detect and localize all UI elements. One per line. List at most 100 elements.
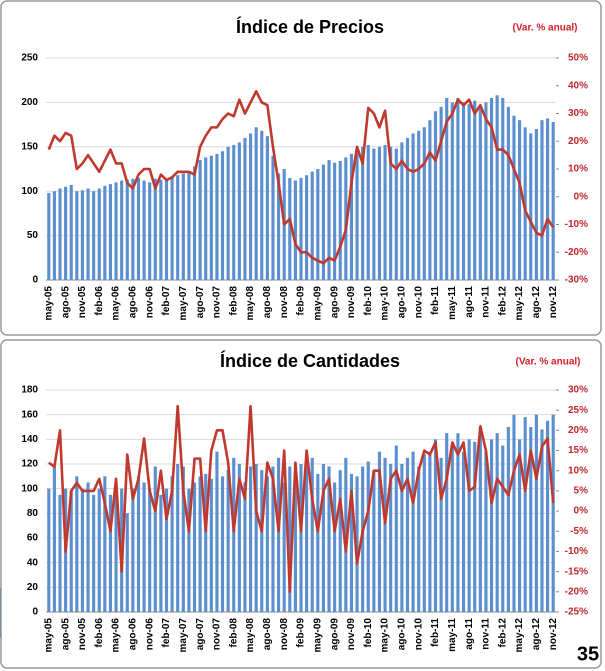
x-tick-label: may-12 (514, 618, 525, 653)
bar (428, 451, 432, 612)
x-tick-label: may-09 (312, 618, 323, 653)
y2-tick-label: 0% (574, 506, 589, 517)
y2-tick-label: -30% (565, 275, 588, 286)
bar (148, 488, 152, 612)
bar (518, 439, 522, 612)
bar (473, 441, 477, 612)
x-tick-label: may-12 (514, 286, 525, 321)
bar (405, 457, 410, 612)
bar (243, 482, 247, 612)
bar (383, 145, 387, 280)
x-tick-label: feb-07 (161, 618, 172, 648)
y2-tick-label: -10% (565, 219, 588, 230)
bar (86, 482, 90, 612)
bar (518, 120, 522, 280)
x-tick-label: ago-11 (464, 618, 475, 650)
bar (551, 121, 555, 280)
bar (226, 470, 230, 612)
bar (540, 120, 544, 280)
bar (361, 466, 365, 612)
bar (501, 445, 505, 612)
y2-tick-label: -20% (565, 247, 588, 258)
bar (181, 173, 185, 280)
y2-tick-label: -10% (565, 546, 588, 557)
bar (288, 466, 292, 612)
bar (489, 439, 494, 612)
bar (187, 171, 191, 280)
bar (136, 177, 141, 280)
bar (467, 439, 471, 612)
bar (114, 182, 118, 280)
bar (456, 97, 460, 281)
x-tick-label: nov-06 (144, 618, 155, 651)
bar (52, 191, 56, 280)
bar (405, 137, 410, 280)
x-tick-label: ago-06 (128, 286, 139, 319)
y-tick-label: 120 (21, 459, 38, 470)
bar (288, 177, 292, 280)
y2-tick-label: 20% (568, 136, 588, 147)
line-series (47, 90, 555, 265)
x-tick-label: feb-09 (296, 618, 307, 648)
x-tick-label: feb-08 (228, 286, 239, 316)
bar (120, 180, 124, 280)
bar (75, 191, 79, 280)
bar (181, 466, 185, 612)
x-tick-label: nov-05 (77, 286, 88, 319)
bar (411, 451, 415, 612)
bar (327, 466, 331, 612)
bar (131, 178, 135, 280)
bar (377, 451, 382, 612)
bar (271, 466, 275, 612)
y2-tick-label: 25% (568, 405, 588, 416)
bar (265, 476, 269, 612)
bar (198, 160, 202, 280)
bar (299, 177, 303, 280)
bar (299, 464, 303, 612)
bar (433, 439, 438, 612)
bar (478, 106, 482, 280)
bar (131, 488, 135, 612)
bar (333, 482, 337, 612)
x-tick-label: feb-06 (94, 618, 105, 648)
x-tick-label: ago-06 (128, 618, 139, 651)
y2-tick-label: 0% (574, 191, 589, 202)
bar (265, 136, 269, 280)
bar (97, 488, 101, 612)
bar (310, 457, 314, 612)
x-tick-label: may-07 (178, 286, 189, 321)
bar (344, 157, 348, 280)
y2-tick-label: -15% (565, 566, 588, 577)
x-tick-label: ago-10 (397, 286, 408, 319)
bar (80, 190, 84, 280)
bar (142, 482, 146, 612)
bar (232, 145, 236, 280)
chart-title: Índice de Cantidades (220, 350, 400, 371)
bar (338, 161, 342, 280)
x-tick-label: ago-12 (531, 286, 542, 319)
bar (467, 104, 471, 281)
bar (170, 177, 174, 280)
y-tick-label: 40 (27, 557, 39, 568)
x-tick-label: feb-12 (497, 618, 508, 648)
axis-subtitle: (Var. % anual) (515, 357, 580, 368)
bar (506, 427, 510, 612)
bar (383, 457, 387, 612)
bar (237, 464, 241, 612)
bar (80, 488, 84, 612)
x-tick-label: feb-12 (497, 286, 508, 316)
bar (52, 466, 56, 612)
x-tick-label: may-11 (447, 618, 458, 652)
bar (355, 476, 359, 612)
bar (108, 184, 113, 280)
bar (164, 180, 169, 280)
bar (338, 470, 342, 612)
y-tick-label: 180 (21, 385, 38, 396)
bar (411, 133, 415, 280)
bar (501, 97, 505, 281)
y-tick-label: 250 (21, 53, 38, 64)
bar (495, 95, 499, 281)
bar (523, 127, 527, 280)
y-tick-label: 20 (27, 582, 39, 593)
